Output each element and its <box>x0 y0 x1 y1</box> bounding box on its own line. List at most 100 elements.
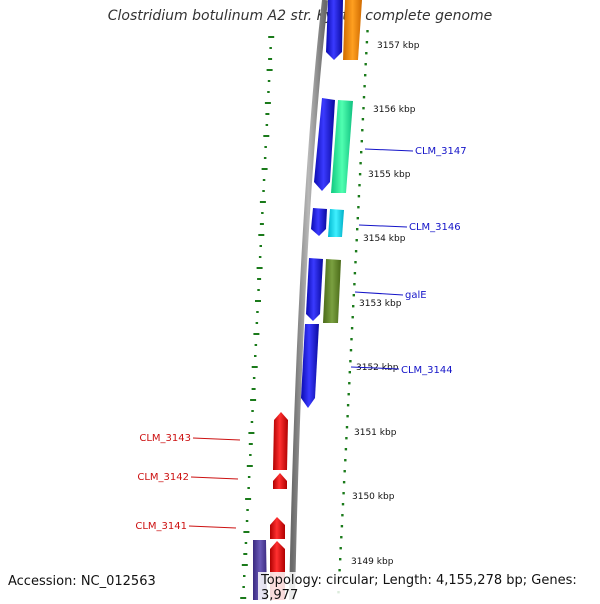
gene-reverse-clm3143[interactable] <box>273 412 288 470</box>
gc-content-mark <box>259 223 264 225</box>
gc-skew-mark <box>339 547 342 550</box>
gc-skew-mark <box>340 536 343 539</box>
gc-content-mark <box>248 432 255 434</box>
gc-skew-track <box>337 30 369 594</box>
gc-skew-mark <box>343 470 346 473</box>
gc-skew-mark <box>349 349 353 352</box>
gc-skew-mark <box>356 217 359 220</box>
gc-content-mark <box>268 36 275 38</box>
gc-skew-mark <box>360 140 363 143</box>
scale-tick-label: 3157 kbp <box>377 41 420 51</box>
gene-label-clm3143[interactable]: CLM_3143 <box>139 433 191 444</box>
gc-skew-mark <box>358 173 362 176</box>
gc-content-mark <box>244 542 248 544</box>
gene-label-clm3141[interactable]: CLM_3141 <box>135 521 187 532</box>
gc-skew-mark <box>365 52 368 55</box>
gc-skew-mark <box>353 272 357 275</box>
gene-forward[interactable] <box>311 208 327 236</box>
forward-gene-labels: CLM_3147 CLM_3146 galE CLM_3144 <box>350 146 467 376</box>
gc-content-mark <box>261 212 264 214</box>
gc-content-mark <box>263 157 267 159</box>
kbp-scale: 3157 kbp 3156 kbp 3155 kbp 3154 kbp 3153… <box>351 41 420 567</box>
gc-content-mark <box>264 146 267 148</box>
gc-content-mark <box>247 476 251 478</box>
gc-skew-mark <box>364 74 367 77</box>
scale-tick-label: 3156 kbp <box>373 105 416 115</box>
gc-skew-mark <box>347 393 350 396</box>
gene-forward-clm3146[interactable] <box>328 209 344 237</box>
gene-forward[interactable] <box>306 258 323 321</box>
scale-tick-label: 3149 kbp <box>351 557 394 567</box>
gc-content-mark <box>267 80 271 82</box>
label-leader-line <box>354 291 404 296</box>
gc-content-mark <box>240 597 247 599</box>
scale-tick-label: 3155 kbp <box>368 170 411 180</box>
gc-skew-mark <box>348 371 351 374</box>
gc-content-mark <box>248 443 253 445</box>
gc-content-mark <box>243 575 246 577</box>
gc-content-mark <box>249 454 252 456</box>
label-leader-line <box>192 437 241 441</box>
gene-reverse-clm3142[interactable] <box>273 473 287 489</box>
gc-content-mark <box>250 421 254 423</box>
gc-content-mark <box>251 366 258 368</box>
gc-skew-mark <box>342 492 345 495</box>
gc-content-mark <box>243 553 248 555</box>
gc-skew-mark <box>349 360 352 363</box>
gc-skew-mark <box>363 85 366 88</box>
gc-content-mark <box>261 168 268 170</box>
gc-content-mark <box>266 69 273 71</box>
gene-reverse-clm3141[interactable] <box>270 517 285 539</box>
gc-content-mark <box>259 245 262 247</box>
gc-content-mark <box>254 344 258 346</box>
gc-skew-mark <box>361 118 365 121</box>
gene-label-clm3147[interactable]: CLM_3147 <box>415 146 467 157</box>
gene-forward-clm3144[interactable] <box>301 324 319 408</box>
gene-label-clm3144[interactable]: CLM_3144 <box>401 365 453 376</box>
scale-tick-label: 3153 kbp <box>359 299 402 309</box>
reverse-gene-labels: CLM_3143 CLM_3142 CLM_3141 <box>135 433 241 532</box>
gc-content-mark <box>265 113 270 115</box>
gc-skew-mark <box>359 162 362 165</box>
gc-content-mark <box>246 465 253 467</box>
gc-content-mark <box>252 377 256 379</box>
gc-skew-mark <box>355 239 358 242</box>
gc-skew-mark <box>352 294 355 297</box>
gc-skew-mark <box>362 107 365 110</box>
map-title: Clostridium botulinum A2 str. Kyoto, com… <box>107 8 493 24</box>
gc-skew-mark <box>348 382 351 385</box>
gc-content-mark <box>258 256 262 258</box>
gc-content-mark <box>256 267 263 269</box>
gene-label-clm3142[interactable]: CLM_3142 <box>137 472 189 483</box>
gene-forward[interactable] <box>326 0 343 60</box>
gene-label-clm3146[interactable]: CLM_3146 <box>409 222 461 233</box>
gc-content-mark <box>258 234 265 236</box>
forward-genes <box>301 0 362 408</box>
gc-skew-mark <box>340 525 344 528</box>
label-leader-line <box>188 525 237 529</box>
gc-content-mark <box>262 190 265 192</box>
label-leader-line <box>190 476 239 480</box>
gc-content-mark <box>253 333 260 335</box>
gc-skew-mark <box>350 327 354 330</box>
gene-forward-gale[interactable] <box>323 259 341 323</box>
gc-content-mark <box>247 487 250 489</box>
gene-label-gale[interactable]: galE <box>405 290 427 301</box>
gc-skew-mark <box>341 503 345 506</box>
gc-content-mark <box>250 399 257 401</box>
gc-skew-mark <box>346 404 350 407</box>
gc-content-mark <box>257 278 262 280</box>
gc-skew-mark <box>353 283 356 286</box>
chromosome-backbone <box>289 0 328 600</box>
scale-tick-label: 3151 kbp <box>354 428 397 438</box>
gene-forward[interactable] <box>343 0 362 60</box>
gc-content-mark <box>254 355 257 357</box>
gene-forward-clm3147[interactable] <box>331 100 353 193</box>
gc-content-mark <box>262 179 266 181</box>
gene-forward[interactable] <box>314 98 335 191</box>
gc-skew-mark <box>360 151 363 154</box>
gc-skew-mark <box>364 63 367 66</box>
gc-skew-mark <box>365 41 369 44</box>
gc-skew-mark <box>354 250 358 253</box>
gc-skew-mark <box>351 316 354 319</box>
